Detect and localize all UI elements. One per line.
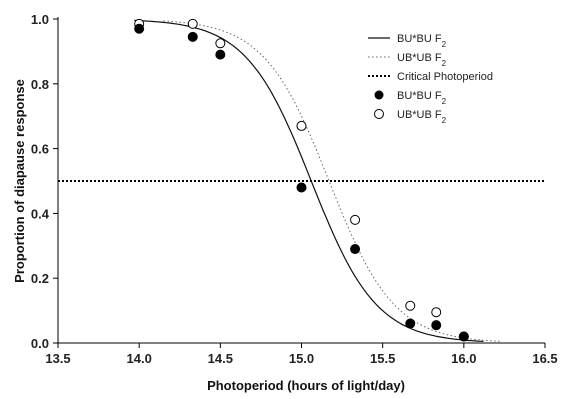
legend-label: BU*BU F2: [397, 90, 447, 106]
legend: BU*BU F2 UB*UB F2 Critical Photoperiod BU*B…: [368, 33, 493, 125]
ubub-data-point: [187, 18, 198, 29]
bubu-data-point: [458, 331, 469, 342]
bubu-data-point: [405, 318, 416, 329]
legend-label: UB*UB F2: [397, 52, 447, 68]
x-tick-label: 15.5: [370, 351, 395, 366]
ubub-fitted-curve: [163, 20, 500, 342]
bubu-data-point: [350, 244, 361, 255]
data-points-layer: [134, 18, 469, 342]
ubub-data-point: [431, 307, 442, 318]
legend-filled-circle-swatch: [374, 90, 384, 100]
y-tick-label: 0.8: [31, 77, 49, 92]
legend-label: Critical Photoperiod: [397, 71, 493, 83]
bubu-data-point: [296, 182, 307, 193]
x-tick-label: 14.0: [127, 351, 152, 366]
fitted-curves-layer: [134, 19, 500, 342]
ubub-data-point: [350, 214, 361, 225]
y-tick-label: 1.0: [31, 12, 49, 27]
y-tick-label: 0.6: [31, 142, 49, 157]
x-axis-title: Photoperiod (hours of light/day): [207, 378, 405, 393]
y-tick-label: 0.4: [31, 206, 50, 221]
legend-open-circle-swatch: [374, 109, 384, 119]
bubu-data-point: [431, 320, 442, 331]
x-tick-label: 16.5: [532, 351, 557, 366]
bubu-data-point: [215, 49, 226, 60]
y-tick-label: 0.0: [31, 336, 49, 351]
y-axis-title: Proportion of diapause response: [12, 79, 27, 283]
x-tick-label: 14.5: [208, 351, 233, 366]
ubub-data-point: [405, 300, 416, 311]
x-tick-label: 16.0: [451, 351, 476, 366]
axes: 13.5 14.0 14.5 15.0 15.5 16.0 16.5 0.0 0.2 0.4 0.6…: [31, 12, 558, 366]
legend-label: BU*BU F2: [397, 33, 447, 49]
x-tick-label: 15.0: [289, 351, 314, 366]
bubu-data-point: [134, 23, 145, 34]
legend-label: UB*UB F2: [397, 109, 447, 125]
bubu-data-point: [187, 31, 198, 42]
ubub-data-point: [296, 120, 307, 131]
x-tick-label: 13.5: [45, 351, 70, 366]
y-tick-label: 0.2: [31, 271, 49, 286]
ubub-data-point: [215, 38, 226, 49]
